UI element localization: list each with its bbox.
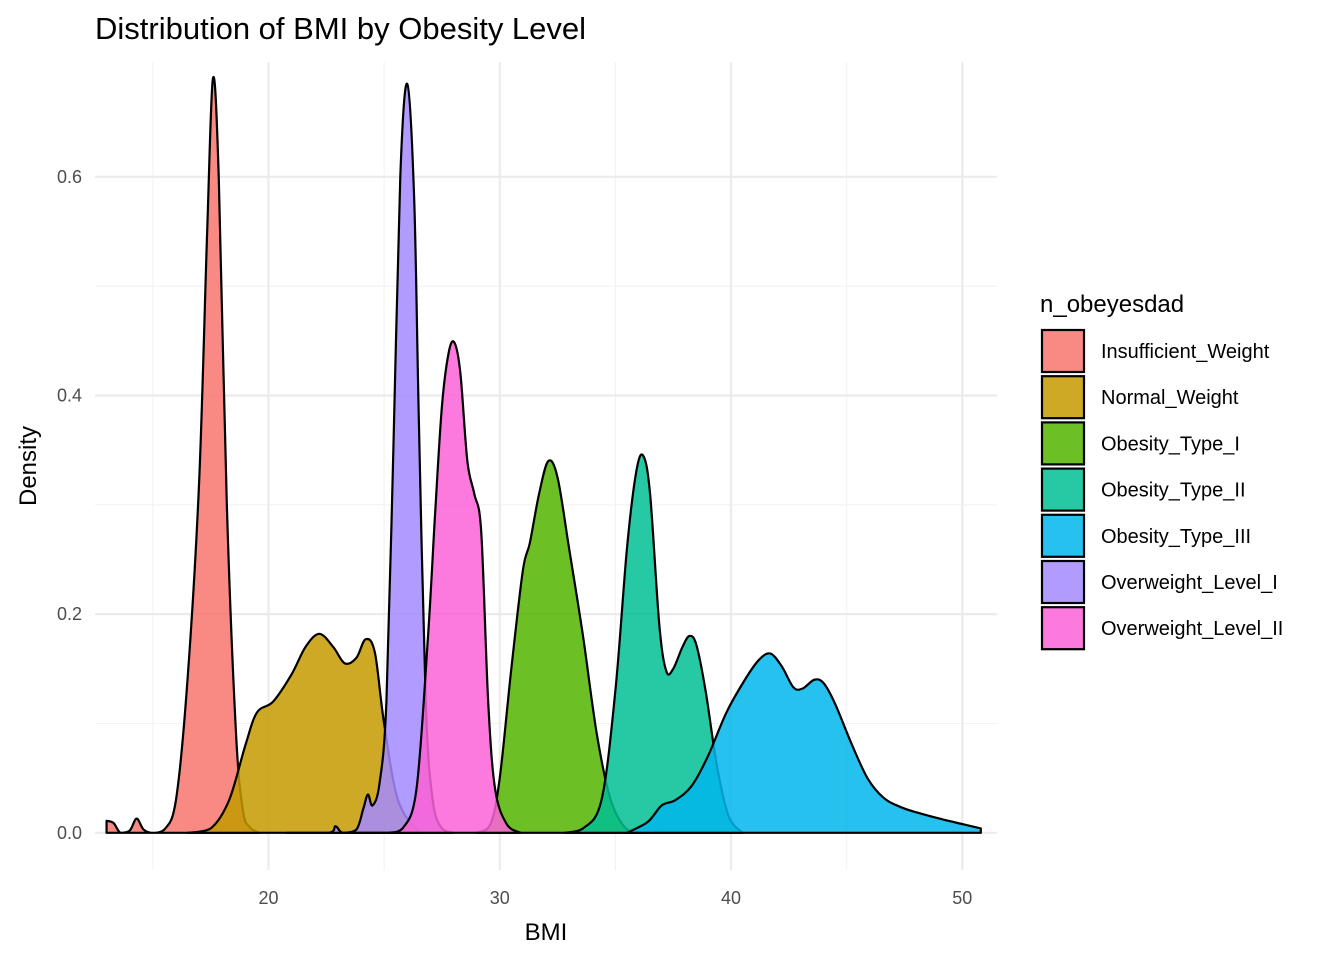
- density-area-obesity-type-iii: [625, 652, 982, 834]
- legend-swatch: [1040, 559, 1086, 605]
- legend-label: Overweight_Level_II: [1101, 618, 1283, 640]
- legend-label: Normal_Weight: [1101, 387, 1239, 409]
- legend-swatch: [1040, 375, 1086, 420]
- density-area-obesity-type-ii: [563, 453, 744, 834]
- legend-label: Insufficient_Weight: [1101, 341, 1270, 363]
- density-area-overweight-level-ii: [348, 340, 522, 834]
- legend-swatch: [1040, 513, 1086, 558]
- legend-label: Obesity_Type_III: [1101, 526, 1251, 548]
- x-tick-label: 50: [952, 888, 972, 908]
- y-tick-label: 0.6: [57, 167, 82, 187]
- y-tick-label: 0.0: [57, 823, 82, 843]
- legend-swatch: [1040, 328, 1086, 374]
- density-area-overweight-level-i: [285, 82, 455, 834]
- x-tick-label: 40: [721, 888, 741, 908]
- x-tick-label: 20: [258, 888, 278, 908]
- legend-swatch: [1040, 606, 1086, 651]
- chart-title: Distribution of BMI by Obesity Level: [95, 11, 586, 46]
- legend-items: Insufficient_Weight Normal_Weight Obesity_…: [1040, 328, 1283, 651]
- y-tick-label: 0.4: [57, 385, 82, 405]
- y-axis-title: Density: [15, 426, 42, 506]
- legend-title: n_obeyesdad: [1040, 291, 1184, 318]
- x-tick-label: 30: [490, 888, 510, 908]
- legend: n_obeyesdad Insufficient_Weight Normal_We…: [1040, 291, 1283, 651]
- y-axis-ticks: 0.0 0.2 0.4 0.6: [57, 167, 82, 843]
- legend-swatch: [1040, 467, 1086, 512]
- density-areas: [105, 75, 982, 834]
- legend-label: Overweight_Level_I: [1101, 572, 1278, 594]
- legend-label: Obesity_Type_II: [1101, 480, 1246, 502]
- legend-swatch: [1040, 421, 1086, 466]
- y-tick-label: 0.2: [57, 604, 82, 624]
- density-area-normal-weight: [186, 632, 420, 834]
- legend-label: Obesity_Type_I: [1101, 433, 1240, 455]
- x-axis-title: BMI: [525, 919, 568, 946]
- x-axis-ticks: 20 30 40 50: [258, 888, 972, 908]
- density-area-insufficient-weight: [105, 75, 261, 834]
